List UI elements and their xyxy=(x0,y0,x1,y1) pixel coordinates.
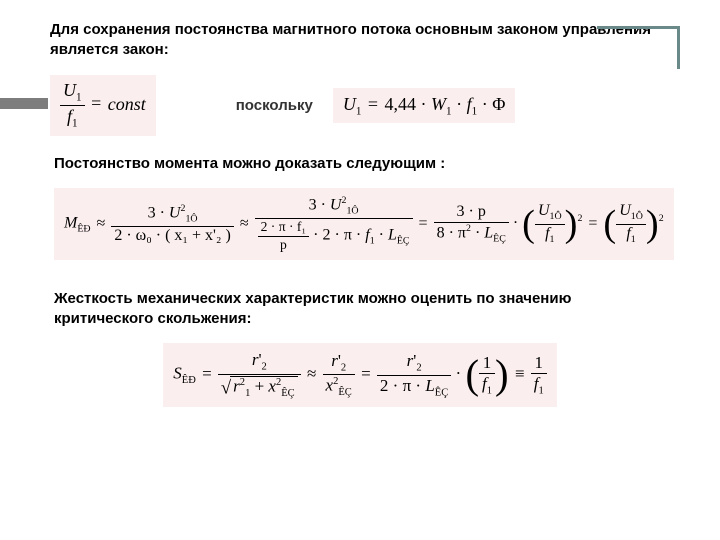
formula-2: U1 = 4,44 · W1 · f1 · Φ xyxy=(333,88,516,124)
row-formula-4: SÊÐ = r'2 √r21 + x2ÊÇ ≈ r'2 x2ÊÇ = r'2 2… xyxy=(50,337,670,415)
row-formula-1-2: U1 f1 = const поскольку U1 = 4,44 · W1 ·… xyxy=(50,75,670,137)
heading-1: Для сохранения постоянства магнитного по… xyxy=(50,20,670,61)
heading-2: Постоянство момента можно доказать следу… xyxy=(54,154,670,174)
decor-bar-left xyxy=(0,98,48,109)
formula-1: U1 f1 = const xyxy=(50,75,156,137)
decor-bracket-tr xyxy=(597,26,680,69)
connector-text: поскольку xyxy=(236,97,313,114)
heading-3: Жесткость механических характеристик мож… xyxy=(54,289,670,330)
formula-3: MÊÐ ≈ 3 · U21Ô 2 · ω₀ · ( x₁ + x'₂ ) ≈ 3… xyxy=(54,188,674,259)
row-formula-3: MÊÐ ≈ 3 · U21Ô 2 · ω₀ · ( x₁ + x'₂ ) ≈ 3… xyxy=(50,182,670,274)
formula-4: SÊÐ = r'2 √r21 + x2ÊÇ ≈ r'2 x2ÊÇ = r'2 2… xyxy=(163,343,556,407)
